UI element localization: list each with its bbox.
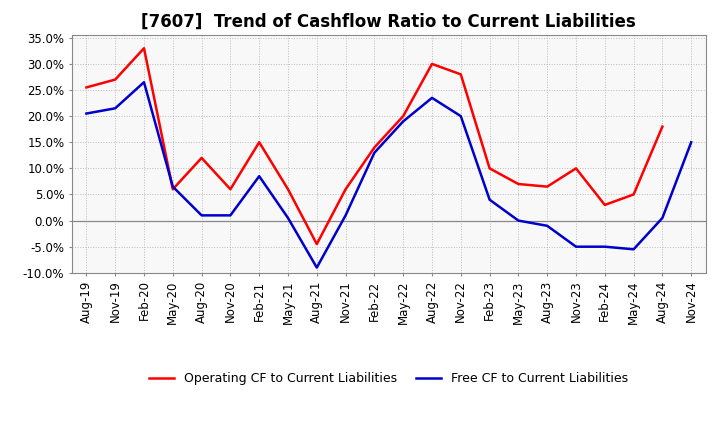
Free CF to Current Liabilities <box>341 213 350 218</box>
Free CF to Current Liabilities <box>485 197 494 202</box>
Free CF to Current Liabilities <box>399 119 408 124</box>
Operating CF to Current Liabilities <box>600 202 609 208</box>
Free CF to Current Liabilities <box>629 247 638 252</box>
Free CF to Current Liabilities <box>370 150 379 155</box>
Free CF to Current Liabilities <box>572 244 580 249</box>
Free CF to Current Liabilities <box>226 213 235 218</box>
Operating CF to Current Liabilities <box>456 72 465 77</box>
Free CF to Current Liabilities <box>82 111 91 116</box>
Free CF to Current Liabilities <box>543 223 552 228</box>
Free CF to Current Liabilities <box>658 215 667 220</box>
Operating CF to Current Liabilities <box>341 187 350 192</box>
Line: Free CF to Current Liabilities: Free CF to Current Liabilities <box>86 82 691 268</box>
Free CF to Current Liabilities <box>687 139 696 145</box>
Operating CF to Current Liabilities <box>140 46 148 51</box>
Free CF to Current Liabilities <box>456 114 465 119</box>
Free CF to Current Liabilities <box>111 106 120 111</box>
Free CF to Current Liabilities <box>312 265 321 270</box>
Free CF to Current Liabilities <box>168 184 177 189</box>
Title: [7607]  Trend of Cashflow Ratio to Current Liabilities: [7607] Trend of Cashflow Ratio to Curren… <box>141 13 636 31</box>
Operating CF to Current Liabilities <box>629 192 638 197</box>
Operating CF to Current Liabilities <box>399 114 408 119</box>
Free CF to Current Liabilities <box>255 173 264 179</box>
Operating CF to Current Liabilities <box>428 61 436 66</box>
Free CF to Current Liabilities <box>140 80 148 85</box>
Operating CF to Current Liabilities <box>284 187 292 192</box>
Free CF to Current Liabilities <box>197 213 206 218</box>
Free CF to Current Liabilities <box>428 95 436 100</box>
Legend: Operating CF to Current Liabilities, Free CF to Current Liabilities: Operating CF to Current Liabilities, Fre… <box>144 367 634 390</box>
Operating CF to Current Liabilities <box>226 187 235 192</box>
Operating CF to Current Liabilities <box>111 77 120 82</box>
Operating CF to Current Liabilities <box>370 145 379 150</box>
Line: Operating CF to Current Liabilities: Operating CF to Current Liabilities <box>86 48 662 244</box>
Operating CF to Current Liabilities <box>255 139 264 145</box>
Operating CF to Current Liabilities <box>197 155 206 161</box>
Free CF to Current Liabilities <box>284 215 292 220</box>
Operating CF to Current Liabilities <box>658 124 667 129</box>
Operating CF to Current Liabilities <box>312 242 321 247</box>
Operating CF to Current Liabilities <box>82 85 91 90</box>
Free CF to Current Liabilities <box>600 244 609 249</box>
Operating CF to Current Liabilities <box>485 166 494 171</box>
Operating CF to Current Liabilities <box>168 187 177 192</box>
Operating CF to Current Liabilities <box>543 184 552 189</box>
Operating CF to Current Liabilities <box>572 166 580 171</box>
Operating CF to Current Liabilities <box>514 181 523 187</box>
Free CF to Current Liabilities <box>514 218 523 223</box>
